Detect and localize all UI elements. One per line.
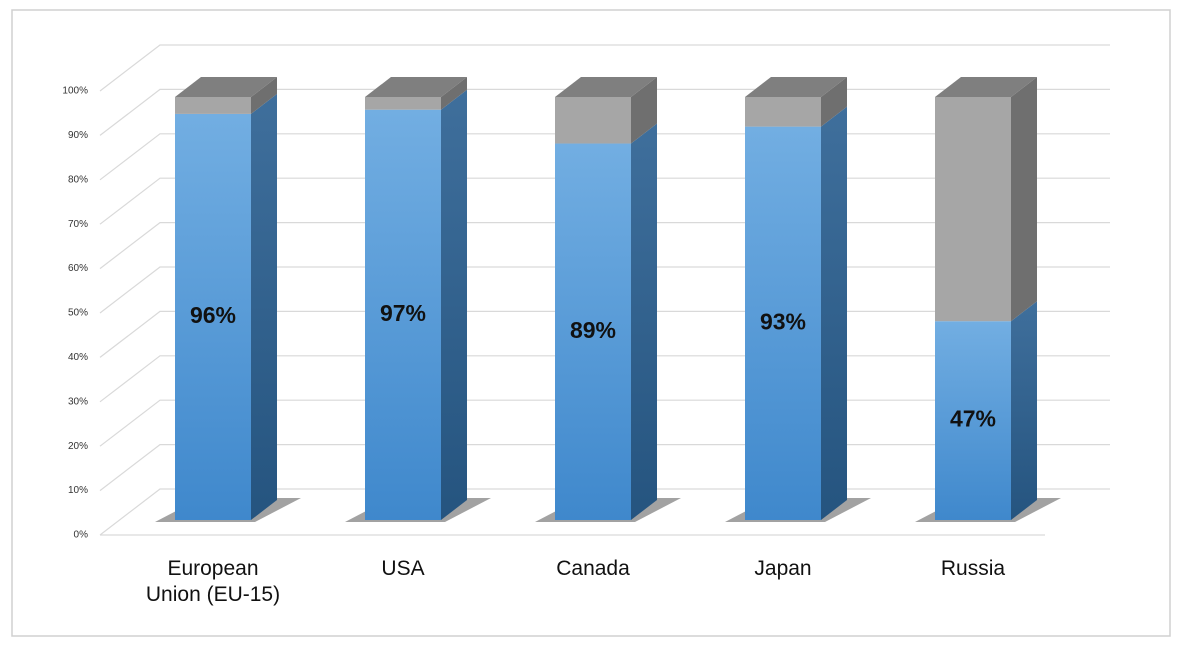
value-label: 47% xyxy=(950,406,996,432)
bar-side xyxy=(251,93,277,521)
bar-top xyxy=(365,77,467,97)
value-label: 93% xyxy=(760,308,806,334)
value-label: 96% xyxy=(190,302,236,328)
x-tick-label: European Union (EU-15) xyxy=(145,557,281,606)
bar xyxy=(175,97,251,114)
bar-side xyxy=(251,77,277,114)
bar xyxy=(935,321,1011,520)
x-tick-label: Japan xyxy=(754,557,812,580)
y-tick-label: 10% xyxy=(68,485,88,496)
y-tick-label: 30% xyxy=(68,396,88,407)
x-tick-label: Russia xyxy=(940,557,1006,580)
y-tick-label: 60% xyxy=(68,263,88,274)
bar-side xyxy=(1011,77,1037,322)
bar xyxy=(555,143,631,520)
bar-top xyxy=(935,77,1037,97)
bar-top xyxy=(555,77,657,97)
bar xyxy=(365,109,441,520)
bar xyxy=(935,97,1011,322)
bar-side xyxy=(1011,301,1037,520)
x-tick-label: Canada xyxy=(556,557,630,580)
bar-side xyxy=(821,106,847,521)
y-tick-label: 70% xyxy=(68,219,88,230)
chart-border xyxy=(11,9,1171,637)
value-label: 97% xyxy=(380,300,426,326)
bar xyxy=(365,97,441,110)
x-tick-label: USA xyxy=(381,557,425,580)
y-tick-label: 20% xyxy=(68,441,88,452)
y-tick-label: 100% xyxy=(62,86,88,97)
bar xyxy=(745,126,821,521)
grid-line xyxy=(99,44,1110,92)
bar xyxy=(745,97,821,127)
bar-side xyxy=(441,77,467,110)
bar xyxy=(175,113,251,521)
bar xyxy=(555,97,631,144)
bar-top xyxy=(745,77,847,97)
bar-side xyxy=(441,89,467,520)
y-tick-label: 0% xyxy=(74,530,89,541)
bar-side xyxy=(821,77,847,127)
bar-side xyxy=(631,77,657,144)
y-tick-label: 50% xyxy=(68,308,88,319)
bar-top xyxy=(175,77,277,97)
y-tick-label: 40% xyxy=(68,352,88,363)
value-label: 89% xyxy=(570,317,616,343)
y-tick-label: 90% xyxy=(68,130,88,141)
y-tick-label: 80% xyxy=(68,174,88,185)
bar-side xyxy=(631,123,657,520)
